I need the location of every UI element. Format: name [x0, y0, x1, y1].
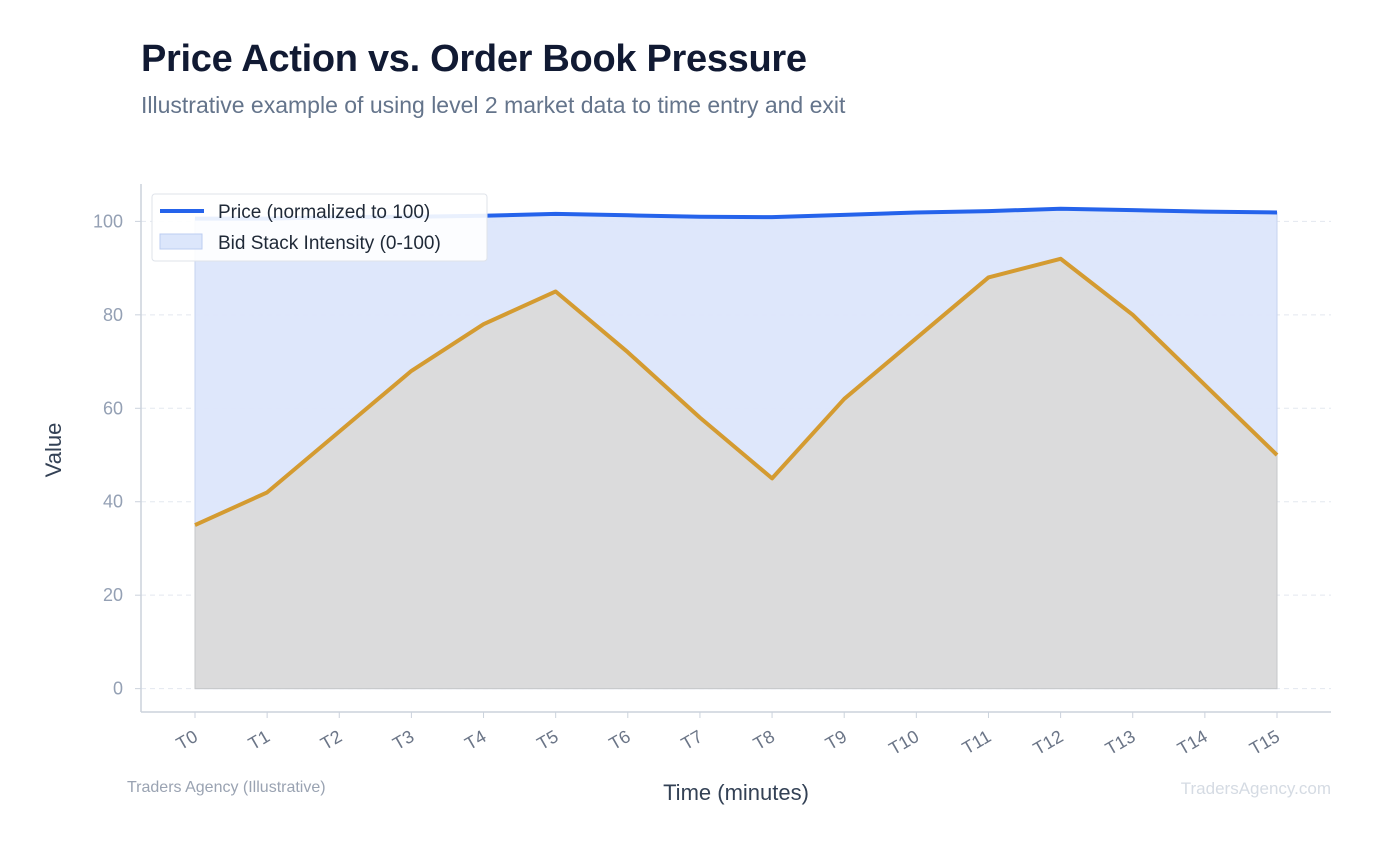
legend-label-bid-stack: Bid Stack Intensity (0-100): [218, 233, 441, 254]
legend-box: [151, 193, 488, 262]
y-tick-label: 20: [103, 585, 123, 605]
x-tick-label: T5: [533, 726, 561, 754]
chart-subtitle: Illustrative example of using level 2 ma…: [141, 92, 846, 118]
x-tick-label: T3: [389, 726, 417, 754]
legend-label-price: Price (normalized to 100): [218, 202, 430, 223]
x-tick-label: T2: [317, 726, 345, 754]
x-tick-label: T6: [606, 726, 634, 754]
x-axis-ticks: T0 T1 T2 T3 T4 T5 T6 T7 T8 T9 T10 T11 T12 T13 T14 T15: [173, 712, 1283, 759]
y-axis-label: Value: [41, 423, 66, 478]
chart-title: Price Action vs. Order Book Pressure: [141, 38, 807, 80]
source-note: Traders Agency (Illustrative): [127, 779, 326, 796]
y-tick-label: 80: [103, 305, 123, 325]
x-tick-label: T12: [1030, 726, 1067, 759]
y-tick-label: 0: [113, 679, 123, 699]
x-tick-label: T8: [750, 726, 778, 754]
bid-stack-line: [194, 256, 1279, 527]
x-axis-label: Time (minutes): [663, 780, 809, 805]
x-tick-label: T14: [1174, 726, 1211, 759]
x-tick-label: T1: [245, 726, 273, 754]
y-axis-ticks: 0 20 40 60 80 100: [93, 211, 141, 699]
watermark-link: TradersAgency.com: [1180, 779, 1331, 798]
y-tick-label: 40: [103, 492, 123, 512]
x-tick-label: T4: [461, 726, 489, 754]
x-tick-label: T15: [1246, 726, 1283, 759]
x-tick-label: T11: [959, 726, 995, 758]
legend: Price (normalized to 100) Bid Stack Inte…: [151, 193, 488, 262]
x-tick-label: T9: [822, 726, 850, 754]
x-tick-label: T13: [1102, 726, 1139, 759]
y-tick-label: 100: [93, 211, 123, 231]
y-tick-label: 60: [103, 398, 123, 418]
x-tick-label: T10: [885, 726, 922, 759]
x-tick-label: T0: [173, 726, 201, 754]
legend-swatch-bid-stack: [159, 233, 203, 250]
x-tick-label: T7: [678, 726, 706, 754]
